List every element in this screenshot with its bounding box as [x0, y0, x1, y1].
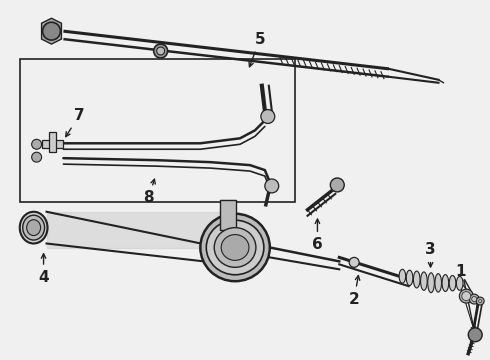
Circle shape: [261, 109, 275, 123]
Ellipse shape: [200, 214, 270, 281]
Circle shape: [349, 257, 359, 267]
Ellipse shape: [414, 271, 420, 288]
Text: 3: 3: [425, 242, 436, 267]
Circle shape: [472, 297, 477, 302]
Circle shape: [468, 328, 482, 342]
Circle shape: [157, 47, 165, 55]
Bar: [220, 200, 236, 230]
Polygon shape: [42, 18, 61, 44]
Bar: [42, 140, 63, 148]
Circle shape: [459, 289, 473, 303]
Text: 8: 8: [144, 179, 155, 205]
Ellipse shape: [435, 274, 441, 292]
Circle shape: [330, 178, 344, 192]
Ellipse shape: [23, 215, 45, 240]
Ellipse shape: [206, 220, 264, 275]
Circle shape: [462, 292, 471, 301]
Circle shape: [479, 300, 482, 302]
Circle shape: [32, 139, 42, 149]
Text: 2: 2: [349, 275, 360, 307]
Text: 4: 4: [38, 254, 49, 285]
Text: 5: 5: [249, 32, 265, 67]
Circle shape: [32, 152, 42, 162]
Text: 7: 7: [66, 108, 85, 137]
Circle shape: [469, 294, 479, 304]
Ellipse shape: [442, 275, 449, 292]
Ellipse shape: [456, 276, 463, 290]
Ellipse shape: [214, 228, 256, 267]
Circle shape: [154, 44, 168, 58]
Text: 6: 6: [312, 219, 323, 252]
Circle shape: [43, 22, 60, 40]
Bar: [20, 59, 294, 202]
Ellipse shape: [221, 235, 249, 260]
Circle shape: [265, 179, 279, 193]
Ellipse shape: [449, 275, 456, 291]
Text: 1: 1: [455, 264, 466, 279]
Ellipse shape: [428, 273, 434, 293]
Ellipse shape: [406, 270, 413, 285]
Circle shape: [476, 297, 484, 305]
Bar: [49, 132, 56, 152]
Ellipse shape: [399, 269, 406, 283]
Ellipse shape: [420, 272, 427, 290]
Ellipse shape: [20, 212, 48, 243]
Ellipse shape: [26, 220, 41, 235]
